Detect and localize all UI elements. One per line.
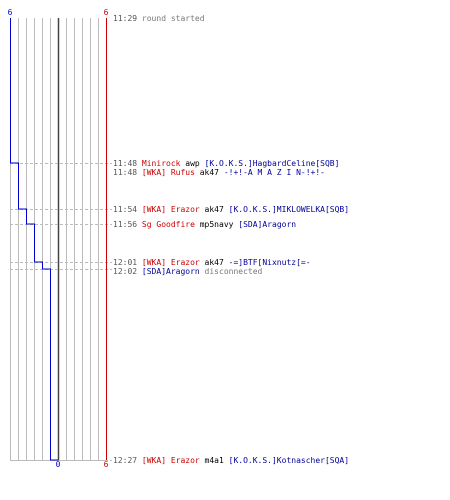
event-log-line: 11:54 [WKA] Erazor ak47 [K.O.K.S.]MIKLOW…: [113, 205, 349, 214]
event-log-line: 11:48 [WKA] Rufus ak47 -!+!-A M A Z I N-…: [113, 168, 325, 177]
event-log-line: 11:56 Sg Goodfire mp5navy [SDA]Aragorn: [113, 220, 296, 229]
scale-labels: 6 6 0 6: [8, 8, 109, 469]
event-log-line: 11:29 round started: [113, 14, 205, 23]
right-team-end-label: 6: [104, 460, 109, 469]
weapon-name: mp5navy: [199, 220, 234, 229]
event-time: 12:27: [113, 456, 138, 465]
killer-name: [WKA] Erazor: [141, 456, 200, 465]
killer-name: [WKA] Rufus: [141, 168, 195, 177]
weapon-name: ak47: [204, 205, 224, 214]
event-time: 11:48: [113, 159, 138, 168]
left-team-end-label: 0: [56, 460, 61, 469]
event-time: 11:54: [113, 205, 138, 214]
victim-name: [SDA]Aragorn: [238, 220, 297, 229]
killer-name: [WKA] Erazor: [141, 258, 200, 267]
right-team-start-label: 6: [104, 8, 109, 17]
killer-name: Sg Goodfire: [141, 220, 195, 229]
team-series: [10, 18, 107, 461]
killer-name: [WKA] Erazor: [141, 205, 200, 214]
event-time: 11:56: [113, 220, 138, 229]
victim-name: -=]BTF[Nixnutz[=-: [228, 258, 311, 267]
event-guide-lines: [10, 163, 112, 461]
event-message: round started: [141, 14, 205, 23]
victim-name: [K.O.K.S.]MIKLOWELKA[SQB]: [228, 205, 350, 214]
player-name: [SDA]Aragorn: [141, 267, 200, 276]
weapon-name: awp: [185, 159, 200, 168]
victim-name: -!+!-A M A Z I N-!+!-: [223, 168, 325, 177]
killer-name: Minirock: [141, 159, 181, 168]
blue-team-series-line: [10, 18, 59, 461]
event-time: 11:29: [113, 14, 138, 23]
event-log-line: 12:27 [WKA] Erazor m4a1 [K.O.K.S.]Kotnas…: [113, 456, 349, 465]
event-log-line: 12:01 [WKA] Erazor ak47 -=]BTF[Nixnutz[=…: [113, 258, 311, 267]
left-team-start-label: 6: [8, 8, 13, 17]
weapon-name: m4a1: [204, 456, 224, 465]
event-time: 12:02: [113, 267, 138, 276]
victim-name: [K.O.K.S.]HagbardCeline[SQB]: [204, 159, 340, 168]
event-message: disconnected: [204, 267, 263, 276]
victim-name: [K.O.K.S.]Kotnascher[SQA]: [228, 456, 350, 465]
event-log-line: 12:02 [SDA]Aragorn disconnected: [113, 267, 262, 276]
weapon-name: ak47: [199, 168, 219, 177]
event-time: 11:48: [113, 168, 138, 177]
weapon-name: ak47: [204, 258, 224, 267]
event-time: 12:01: [113, 258, 138, 267]
event-log-line: 11:48 Minirock awp [K.O.K.S.]HagbardCeli…: [113, 159, 339, 168]
timeline-grid: [10, 18, 107, 461]
